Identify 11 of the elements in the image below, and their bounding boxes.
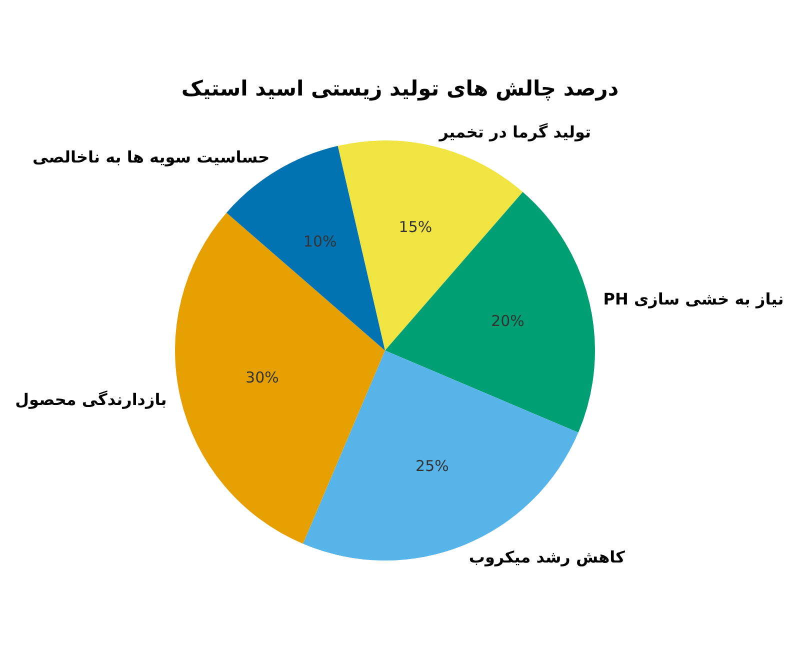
data-label: 10% bbox=[303, 232, 337, 250]
slice-label: بازدارندگی محصول bbox=[15, 390, 167, 410]
slice-label: کاهش رشد میکروب bbox=[468, 547, 626, 566]
chart-title: درصد چالش های تولید زیستی اسید استیک bbox=[181, 76, 619, 102]
data-label: 15% bbox=[398, 218, 432, 236]
slice-label: تولید گرما در تخمیر bbox=[438, 122, 592, 142]
data-label: 30% bbox=[246, 368, 279, 387]
data-label: 25% bbox=[416, 457, 449, 476]
data-label: 20% bbox=[491, 312, 524, 330]
slice-label: نیاز به خشی سازی PH bbox=[603, 289, 784, 308]
slice-label: حساسیت سویه ها به ناخالصی bbox=[32, 148, 270, 167]
